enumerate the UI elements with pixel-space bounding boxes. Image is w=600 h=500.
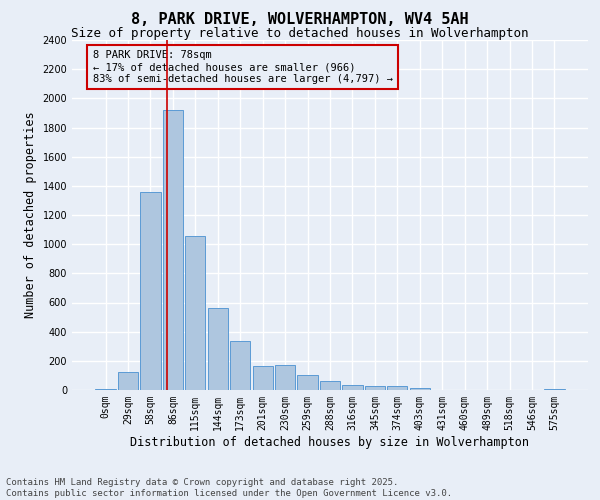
Text: Contains HM Land Registry data © Crown copyright and database right 2025.
Contai: Contains HM Land Registry data © Crown c…: [6, 478, 452, 498]
Bar: [298, 374, 317, 390]
Text: Size of property relative to detached houses in Wolverhampton: Size of property relative to detached ho…: [71, 28, 529, 40]
Bar: [185, 236, 205, 390]
Bar: [230, 341, 250, 390]
Bar: [365, 386, 385, 390]
Y-axis label: Number of detached properties: Number of detached properties: [24, 112, 37, 318]
Bar: [95, 388, 116, 390]
Bar: [410, 388, 430, 390]
Bar: [140, 192, 161, 390]
Bar: [320, 380, 340, 390]
X-axis label: Distribution of detached houses by size in Wolverhampton: Distribution of detached houses by size …: [131, 436, 530, 448]
Bar: [544, 388, 565, 390]
Bar: [253, 366, 273, 390]
Bar: [343, 385, 362, 390]
Bar: [275, 365, 295, 390]
Text: 8, PARK DRIVE, WOLVERHAMPTON, WV4 5AH: 8, PARK DRIVE, WOLVERHAMPTON, WV4 5AH: [131, 12, 469, 28]
Bar: [163, 110, 183, 390]
Bar: [387, 386, 407, 390]
Bar: [118, 372, 138, 390]
Text: 8 PARK DRIVE: 78sqm
← 17% of detached houses are smaller (966)
83% of semi-detac: 8 PARK DRIVE: 78sqm ← 17% of detached ho…: [92, 50, 392, 84]
Bar: [208, 308, 228, 390]
